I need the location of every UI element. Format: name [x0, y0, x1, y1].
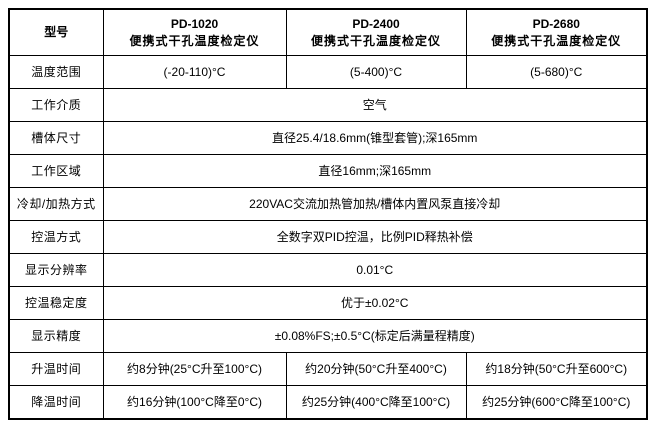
header-cell-pd2680: PD-2680 便携式干孔温度检定仪 — [465, 8, 648, 56]
row-label: 槽体尺寸 — [8, 121, 104, 155]
row-temperature-range: 温度范围 (-20-110)°C (5-400)°C (5-680)°C — [8, 55, 648, 89]
row-label: 显示分辨率 — [8, 253, 104, 287]
header-cell-pd2400: PD-2400 便携式干孔温度检定仪 — [285, 8, 467, 56]
row-label: 冷却/加热方式 — [8, 187, 104, 221]
model-subtitle-pd1020: 便携式干孔温度检定仪 — [129, 33, 260, 48]
cell-value: 约25分钟(600°C降至100°C) — [465, 385, 648, 420]
row-working-medium: 工作介质 空气 — [8, 88, 648, 122]
cell-value: 约20分钟(50°C升至400°C) — [285, 352, 467, 386]
row-label: 降温时间 — [8, 385, 104, 420]
model-subtitle-pd2680: 便携式干孔温度检定仪 — [491, 33, 622, 48]
row-cooling-heating: 冷却/加热方式 220VAC交流加热管加热/槽体内置风泵直接冷却 — [8, 187, 648, 221]
row-label: 工作介质 — [8, 88, 104, 122]
row-well-dimensions: 槽体尺寸 直径25.4/18.6mm(锥型套管);深165mm — [8, 121, 648, 155]
row-working-area: 工作区域 直径16mm;深165mm — [8, 154, 648, 188]
row-label: 温度范围 — [8, 55, 104, 89]
model-name-pd2400: PD-2400 — [352, 16, 400, 31]
row-control-stability: 控温稳定度 优于±0.02°C — [8, 286, 648, 320]
cell-value: 0.01°C — [102, 253, 648, 287]
model-name-pd1020: PD-1020 — [170, 16, 219, 31]
cell-value: 约8分钟(25°C升至100°C) — [102, 352, 287, 386]
cell-value: 空气 — [102, 88, 648, 122]
row-label: 工作区域 — [8, 154, 104, 188]
row-temp-control-method: 控温方式 全数字双PID控温，比例PID释热补偿 — [8, 220, 648, 254]
row-label: 控温稳定度 — [8, 286, 104, 320]
cell-value: 约18分钟(50°C升至600°C) — [465, 352, 648, 386]
cell-value: 220VAC交流加热管加热/槽体内置风泵直接冷却 — [102, 187, 648, 221]
cell-value: 直径25.4/18.6mm(锥型套管);深165mm — [102, 121, 648, 155]
cell-value: 优于±0.02°C — [102, 286, 648, 320]
row-label: 升温时间 — [8, 352, 104, 386]
cell-value: (-20-110)°C — [102, 55, 287, 89]
spec-table: 型号 PD-1020 便携式干孔温度检定仪 PD-2400 便携式干孔温度检定仪… — [8, 8, 648, 420]
cell-value: ±0.08%FS;±0.5°C(标定后满量程精度) — [102, 319, 648, 353]
header-model-label: 型号 — [8, 8, 104, 56]
row-label: 显示精度 — [8, 319, 104, 353]
cell-value: 全数字双PID控温，比例PID释热补偿 — [102, 220, 648, 254]
row-display-resolution: 显示分辨率 0.01°C — [8, 253, 648, 287]
model-name-pd2680: PD-2680 — [532, 16, 580, 31]
cell-value: 约16分钟(100°C降至0°C) — [102, 385, 287, 420]
model-subtitle-pd2400: 便携式干孔温度检定仪 — [310, 33, 441, 48]
row-display-accuracy: 显示精度 ±0.08%FS;±0.5°C(标定后满量程精度) — [8, 319, 648, 353]
row-label: 控温方式 — [8, 220, 104, 254]
header-cell-pd1020: PD-1020 便携式干孔温度检定仪 — [102, 8, 287, 56]
cell-value: (5-400)°C — [285, 55, 467, 89]
row-cooling-time: 降温时间 约16分钟(100°C降至0°C) 约25分钟(400°C降至100°… — [8, 385, 648, 420]
cell-value: 直径16mm;深165mm — [102, 154, 648, 188]
cell-value: 约25分钟(400°C降至100°C) — [285, 385, 467, 420]
table-header-row: 型号 PD-1020 便携式干孔温度检定仪 PD-2400 便携式干孔温度检定仪… — [8, 8, 648, 56]
row-heating-time: 升温时间 约8分钟(25°C升至100°C) 约20分钟(50°C升至400°C… — [8, 352, 648, 386]
cell-value: (5-680)°C — [465, 55, 648, 89]
